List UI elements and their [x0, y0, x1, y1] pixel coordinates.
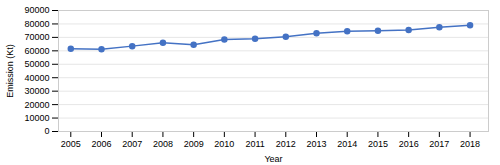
svg-text:2008: 2008 — [153, 139, 173, 149]
svg-text:2013: 2013 — [306, 139, 326, 149]
svg-text:2006: 2006 — [91, 139, 111, 149]
svg-text:50000: 50000 — [24, 59, 49, 69]
svg-text:2018: 2018 — [460, 139, 480, 149]
svg-text:2005: 2005 — [61, 139, 81, 149]
svg-text:80000: 80000 — [24, 19, 49, 29]
svg-text:2007: 2007 — [122, 139, 142, 149]
svg-text:90000: 90000 — [24, 5, 49, 15]
svg-text:10000: 10000 — [24, 113, 49, 123]
svg-text:2012: 2012 — [276, 139, 296, 149]
svg-text:2011: 2011 — [245, 139, 264, 149]
svg-text:30000: 30000 — [24, 86, 49, 96]
svg-text:Year: Year — [264, 154, 282, 164]
svg-text:0: 0 — [44, 126, 49, 136]
svg-text:70000: 70000 — [24, 32, 49, 42]
svg-text:2010: 2010 — [214, 139, 234, 149]
svg-text:2015: 2015 — [368, 139, 388, 149]
svg-text:2016: 2016 — [399, 139, 419, 149]
svg-text:2014: 2014 — [337, 139, 357, 149]
svg-text:2009: 2009 — [184, 139, 204, 149]
svg-text:2017: 2017 — [429, 139, 449, 149]
svg-text:40000: 40000 — [24, 73, 49, 83]
svg-text:20000: 20000 — [24, 99, 49, 109]
svg-text:Emission (Kt): Emission (Kt) — [5, 44, 15, 98]
svg-text:60000: 60000 — [24, 46, 49, 56]
